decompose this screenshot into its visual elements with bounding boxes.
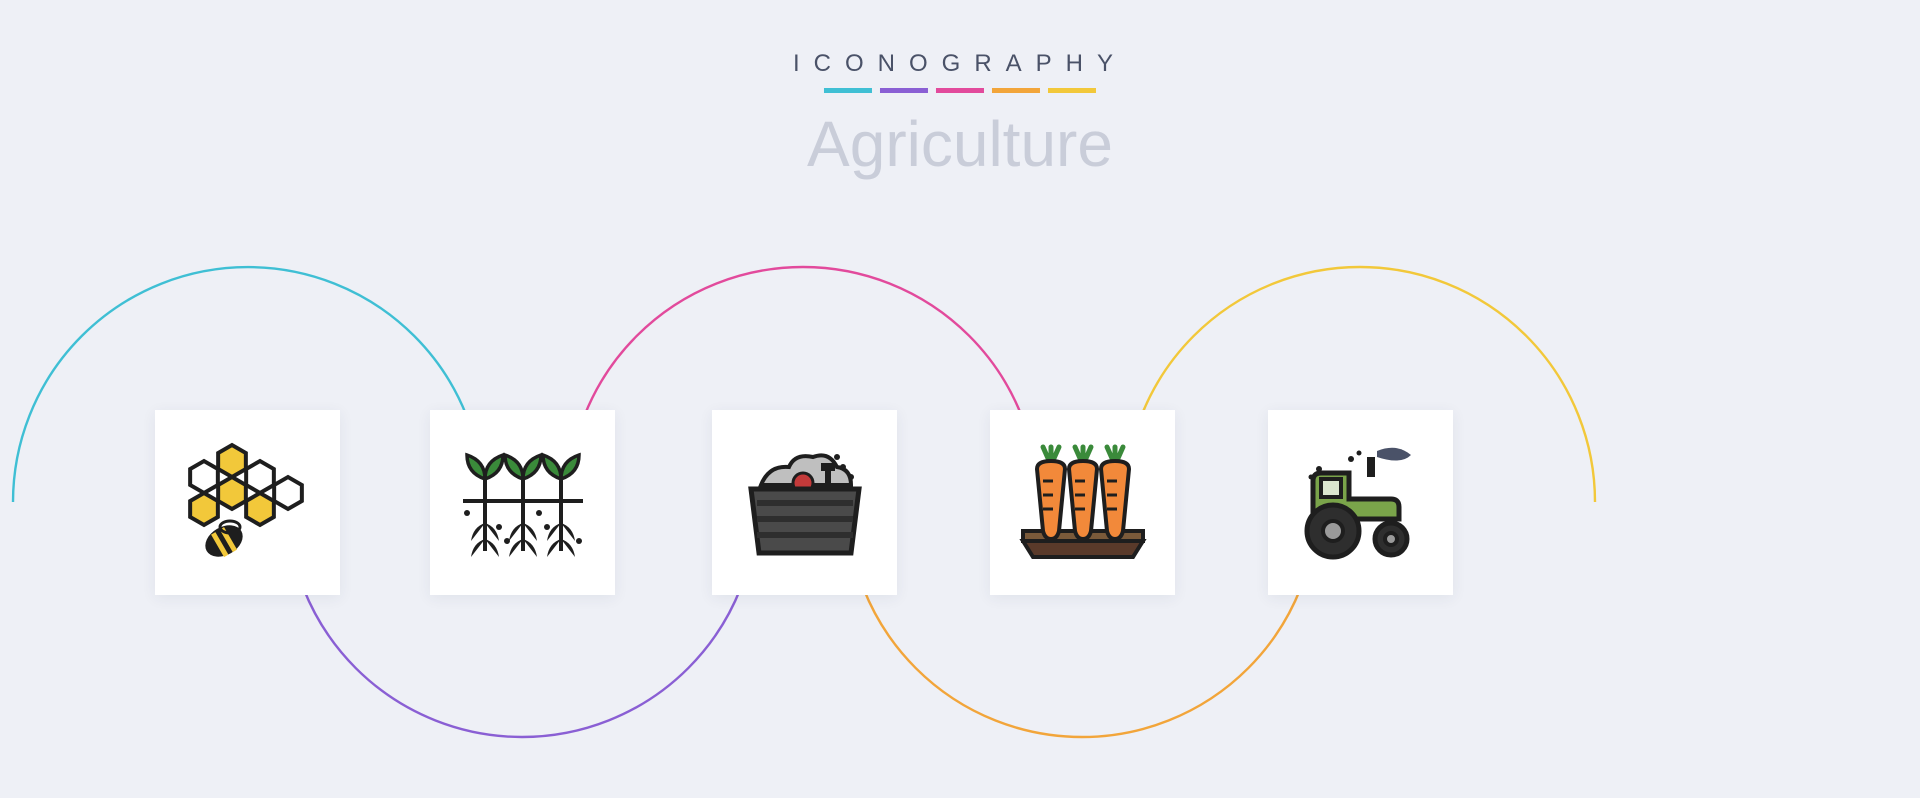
tractor-icon — [1281, 423, 1441, 583]
honeycomb-bee-icon — [168, 423, 328, 583]
carrot-garden-icon — [1003, 423, 1163, 583]
icon-tile — [712, 410, 897, 595]
icon-tiles — [0, 0, 1920, 798]
plant-growth-icon — [443, 423, 603, 583]
harvest-crate-icon — [725, 423, 885, 583]
icon-tile — [1268, 410, 1453, 595]
icon-tile — [430, 410, 615, 595]
icon-tile — [155, 410, 340, 595]
icon-tile — [990, 410, 1175, 595]
